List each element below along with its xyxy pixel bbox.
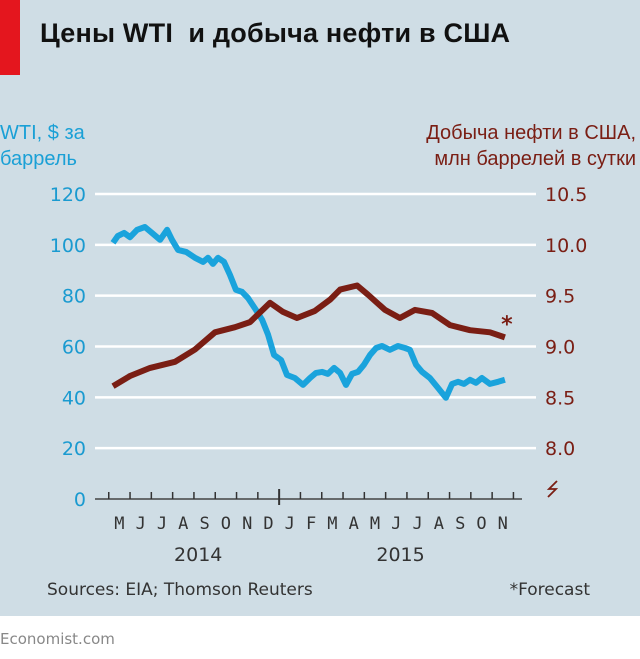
month-label: O [476, 514, 486, 534]
forecast-marker: * [501, 312, 513, 337]
right-tick-label: 9.0 [545, 337, 575, 359]
month-label: F [306, 514, 316, 534]
left-axis-title: WTI, $ за баррель [0, 120, 140, 172]
forecast-footnote: *Forecast [509, 580, 590, 600]
chart-title: Цены WTI и добыча нефти в США [40, 18, 511, 48]
left-tick-label: 120 [50, 184, 86, 206]
axis-layer [95, 489, 522, 505]
year-label: 2015 [376, 544, 424, 566]
right-tick-label: 8.0 [545, 438, 575, 460]
month-label: N [498, 514, 508, 534]
month-label: A [434, 514, 444, 534]
left-axis-title-line-1: WTI, $ за [0, 122, 85, 144]
month-label: O [221, 514, 231, 534]
month-label: S [455, 514, 465, 534]
axis-break-icon [546, 480, 559, 498]
grid-layer [95, 192, 536, 450]
month-label: M [114, 514, 124, 534]
left-tick-label: 80 [62, 286, 86, 308]
us-production-line [111, 282, 506, 389]
series-layer [110, 224, 506, 401]
left-tick-label: 0 [74, 489, 86, 511]
month-label: M [370, 514, 380, 534]
month-label: J [136, 514, 146, 534]
month-label: M [327, 514, 337, 534]
month-label: J [412, 514, 422, 534]
right-axis-title-line-2: млн баррелей в сутки [434, 148, 636, 170]
left-tick-label: 40 [62, 387, 86, 409]
right-tick-label: 10.0 [545, 235, 587, 257]
left-tick-label: 20 [62, 438, 86, 460]
left-tick-label: 60 [62, 337, 86, 359]
brand-label: Economist.com [0, 630, 115, 648]
month-label: A [349, 514, 359, 534]
left-axis-title-line-2: баррель [0, 148, 77, 170]
left-tick-label: 100 [50, 235, 86, 257]
month-label: J [285, 514, 295, 534]
month-label: D [263, 514, 273, 534]
accent-bar [0, 0, 20, 75]
month-label: A [178, 514, 188, 534]
month-label: S [199, 514, 209, 534]
month-label: J [157, 514, 167, 534]
right-tick-label: 8.5 [545, 387, 575, 409]
right-tick-label: 10.5 [545, 184, 587, 206]
source-note: Sources: EIA; Thomson Reuters [47, 580, 313, 600]
right-tick-label: 9.5 [545, 286, 575, 308]
right-axis-title-line-1: Добыча нефти в США, [426, 122, 636, 144]
right-axis-title: Добыча нефти в США, млн баррелей в сутки [276, 120, 636, 172]
month-label: J [391, 514, 401, 534]
wti-price-line [110, 224, 506, 401]
year-label: 2014 [174, 544, 222, 566]
month-label: N [242, 514, 252, 534]
